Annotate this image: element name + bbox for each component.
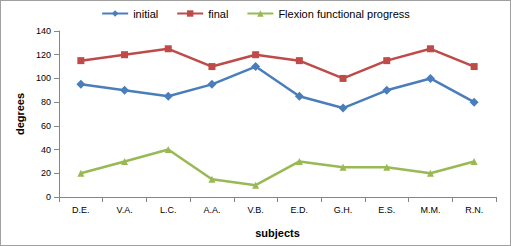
svg-text:100: 100: [36, 73, 51, 83]
svg-text:A.A.: A.A.: [203, 205, 220, 215]
svg-text:120: 120: [36, 50, 51, 60]
svg-text:V.B.: V.B.: [248, 205, 264, 215]
svg-text:R.N.: R.N.: [465, 205, 483, 215]
svg-text:40: 40: [41, 145, 51, 155]
svg-text:initial: initial: [133, 8, 158, 20]
svg-text:E.S.: E.S.: [378, 205, 395, 215]
svg-text:140: 140: [36, 26, 51, 36]
svg-text:E.D.: E.D.: [291, 205, 309, 215]
svg-text:subjects: subjects: [255, 227, 300, 239]
svg-text:L.C.: L.C.: [160, 205, 177, 215]
svg-text:V.A.: V.A.: [116, 205, 132, 215]
svg-text:20: 20: [41, 168, 51, 178]
svg-text:G.H.: G.H.: [334, 205, 353, 215]
svg-text:60: 60: [41, 121, 51, 131]
svg-text:0: 0: [46, 192, 51, 202]
svg-text:D.E.: D.E.: [72, 205, 90, 215]
svg-text:M.M.: M.M.: [420, 205, 440, 215]
svg-text:degrees: degrees: [14, 93, 26, 135]
svg-text:final: final: [208, 8, 228, 20]
svg-text:80: 80: [41, 97, 51, 107]
svg-text:Flexion functional progress: Flexion functional progress: [278, 8, 410, 20]
